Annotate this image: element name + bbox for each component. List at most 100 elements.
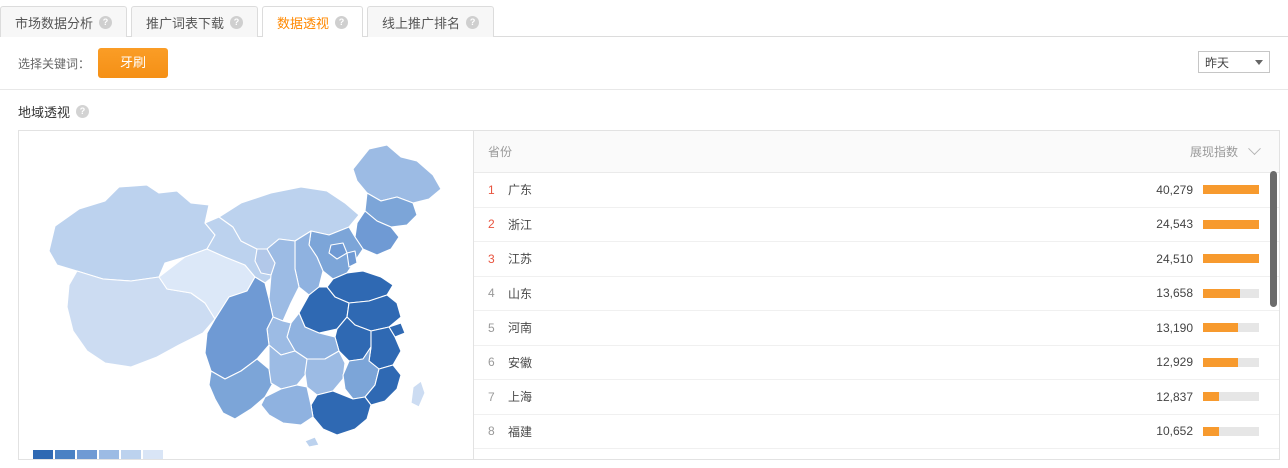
tab-bar: 市场数据分析 ? 推广词表下载 ? 数据透视 ? 线上推广排名 ? (0, 0, 1288, 38)
china-choropleth-map[interactable] (19, 131, 474, 459)
map-region-taiwan[interactable] (410, 380, 426, 408)
map-region-sichuan[interactable] (204, 276, 274, 380)
row-province-name: 山东 (508, 286, 533, 301)
column-header-label: 展现指数 (1189, 145, 1238, 159)
table-row[interactable]: 3 江苏 24,510 (474, 242, 1279, 277)
row-bar-track (1203, 426, 1259, 436)
map-region-guizhou[interactable] (268, 344, 308, 390)
tab-market-data-analysis[interactable]: 市场数据分析 ? (0, 6, 128, 37)
row-impression-value: 12,837 (1156, 389, 1193, 404)
map-region-hunan[interactable] (304, 350, 346, 396)
row-rank: 3 (488, 251, 495, 266)
row-bar-track (1203, 357, 1259, 367)
legend-swatch-6 (143, 450, 163, 459)
tab-online-promotion-ranking[interactable]: 线上推广排名 ? (367, 6, 495, 37)
row-rank: 2 (488, 217, 495, 232)
table-row[interactable]: 7 上海 12,837 (474, 380, 1279, 415)
row-bar-fill (1203, 426, 1219, 436)
row-province-name: 上海 (508, 390, 533, 405)
regional-pivot-panel: 省份 展现指数 1 广东 40,279 2 浙江 24,543 3 江苏 24,510 4 山东 13… (18, 130, 1280, 460)
keyword-chip-toothbrush[interactable]: 牙刷 (98, 48, 169, 78)
keyword-selection-bar: 选择关键词： 牙刷 昨天 (0, 37, 1288, 90)
row-province-name: 浙江 (508, 217, 533, 232)
date-range-select[interactable]: 昨天 (1198, 51, 1270, 73)
map-region-heilongjiang[interactable] (352, 144, 442, 204)
map-region-guangdong[interactable] (310, 390, 372, 436)
legend-swatch-2 (55, 450, 75, 459)
table-row[interactable]: 2 浙江 24,543 (474, 208, 1279, 242)
section-title-text: 地域透视 (18, 105, 71, 120)
row-impression-value: 40,279 (1156, 182, 1193, 197)
row-rank: 5 (488, 320, 495, 335)
section-title-regional-pivot: 地域透视 ? (0, 90, 1288, 130)
row-bar-track (1203, 323, 1259, 333)
column-header-province: 省份 (488, 145, 513, 159)
tab-label: 线上推广排名 (382, 15, 461, 31)
row-bar-fill (1203, 357, 1238, 367)
china-map-svg (48, 144, 442, 447)
table-row[interactable]: 8 福建 10,652 (474, 415, 1279, 449)
map-region-hainan[interactable] (304, 436, 320, 447)
table-row[interactable]: 6 安徽 12,929 (474, 346, 1279, 380)
row-bar-track (1203, 254, 1259, 264)
row-bar-fill (1203, 288, 1240, 298)
province-ranking-table: 省份 展现指数 1 广东 40,279 2 浙江 24,543 3 江苏 24,510 4 山东 13… (474, 131, 1279, 459)
map-region-guangxi[interactable] (260, 384, 314, 426)
table-header-row: 省份 展现指数 (474, 131, 1279, 173)
date-range-value: 昨天 (1205, 55, 1230, 70)
row-bar-fill (1203, 392, 1219, 402)
table-vertical-scrollbar[interactable] (1270, 171, 1277, 307)
row-rank: 4 (488, 286, 495, 301)
map-region-ningxia[interactable] (254, 248, 276, 276)
row-bar-fill (1203, 219, 1259, 229)
tab-keyword-list-download[interactable]: 推广词表下载 ? (131, 6, 259, 37)
table-row[interactable]: 5 河南 13,190 (474, 311, 1279, 346)
help-icon[interactable]: ? (466, 15, 480, 29)
table-row[interactable]: 1 广东 40,279 (474, 173, 1279, 208)
map-region-liaoning[interactable] (354, 210, 400, 256)
column-header-impression-index[interactable]: 展现指数 (1189, 142, 1261, 160)
table-row[interactable]: 4 山东 13,658 (474, 277, 1279, 311)
table-body: 1 广东 40,279 2 浙江 24,543 3 江苏 24,510 4 山东 13,658 5 河南 1… (474, 173, 1279, 449)
row-rank: 8 (488, 424, 495, 439)
row-impression-value: 13,190 (1156, 320, 1193, 335)
chevron-down-icon (1255, 59, 1263, 65)
row-rank: 1 (488, 182, 495, 197)
tab-label: 数据透视 (277, 15, 330, 31)
row-province-name: 河南 (508, 321, 533, 336)
chevron-down-icon[interactable] (1248, 142, 1261, 156)
row-bar-fill (1203, 185, 1259, 195)
tab-label: 推广词表下载 (146, 15, 225, 31)
row-bar-fill (1203, 323, 1238, 333)
map-region-xizang[interactable] (66, 270, 216, 368)
map-region-beijing[interactable] (328, 242, 348, 260)
row-bar-track (1203, 288, 1259, 298)
help-icon[interactable]: ? (230, 15, 244, 29)
map-region-fujian[interactable] (364, 364, 402, 406)
map-region-shaanxi[interactable] (266, 238, 300, 322)
row-bar-track (1203, 185, 1259, 195)
legend-swatch-5 (121, 450, 141, 459)
map-color-legend (33, 450, 163, 459)
row-impression-value: 24,543 (1156, 217, 1193, 232)
legend-swatch-3 (77, 450, 97, 459)
row-impression-value: 13,658 (1156, 286, 1193, 301)
row-bar-track (1203, 392, 1259, 402)
help-icon[interactable]: ? (76, 105, 90, 118)
row-rank: 7 (488, 389, 495, 404)
row-rank: 6 (488, 355, 495, 370)
tab-data-pivot[interactable]: 数据透视 ? (262, 6, 364, 38)
row-bar-fill (1203, 254, 1259, 264)
keyword-select-label: 选择关键词： (18, 56, 91, 71)
map-region-tianjin[interactable] (346, 250, 358, 268)
row-province-name: 福建 (508, 424, 533, 439)
row-impression-value: 24,510 (1156, 251, 1193, 266)
row-impression-value: 12,929 (1156, 355, 1193, 370)
row-province-name: 安徽 (508, 355, 533, 370)
help-icon[interactable]: ? (99, 15, 113, 29)
help-icon[interactable]: ? (335, 15, 349, 29)
row-province-name: 江苏 (508, 252, 533, 267)
legend-swatch-4 (99, 450, 119, 459)
row-province-name: 广东 (508, 183, 533, 198)
row-bar-track (1203, 219, 1259, 229)
